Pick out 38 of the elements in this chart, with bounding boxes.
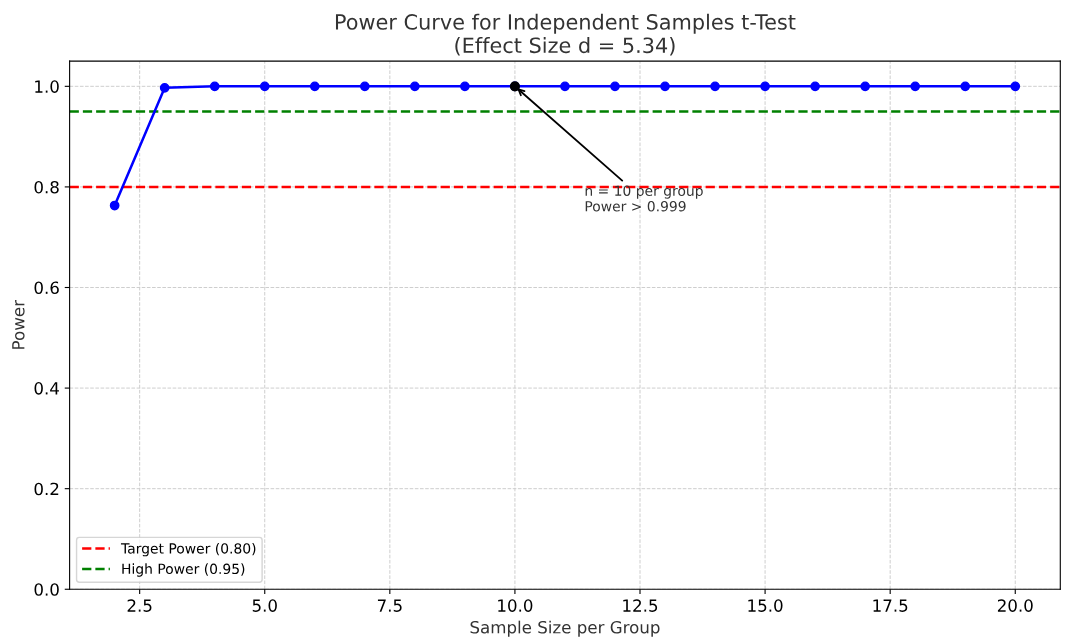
x-tick-label: 5.0 (252, 599, 277, 612)
legend-label: High Power (0.95) (122, 563, 245, 577)
point (760, 81, 770, 92)
y-axis-title: Power (12, 300, 25, 349)
x-tick-label: 10.0 (498, 599, 533, 612)
point (810, 81, 820, 92)
annotation: n = 10 per group Power > 0.999 (585, 185, 703, 212)
y-tick-label: 0.8 (34, 180, 59, 194)
point (910, 81, 921, 92)
point (309, 81, 320, 92)
y-tick-label: 0.2 (34, 482, 59, 496)
point (860, 81, 871, 92)
x-tick-label: 2.5 (127, 599, 152, 612)
x-tick-label: 15.0 (748, 599, 783, 612)
point (710, 81, 720, 92)
point (610, 81, 620, 92)
legend-label: Target Power (0.80) (120, 542, 256, 557)
y-tick-label: 1.0 (35, 80, 59, 93)
x-tick-label: 20.0 (997, 599, 1033, 612)
x-tick-label: 12.5 (623, 599, 658, 612)
point (159, 82, 170, 93)
point (660, 81, 670, 92)
point (409, 81, 420, 92)
point (1010, 81, 1021, 92)
y-tick-label: 0.0 (34, 583, 59, 596)
x-tick-label: 7.5 (377, 599, 402, 612)
x-tick-label: 17.5 (873, 599, 908, 612)
point (460, 81, 470, 92)
chart-title: Power Curve for Independent Samples t-Test (Effect Size d = 5.34) (335, 13, 796, 56)
point (359, 81, 370, 92)
point (209, 81, 220, 92)
point (960, 81, 971, 92)
y-tick-label: 0.6 (34, 281, 59, 295)
point (109, 200, 120, 211)
point (560, 81, 570, 92)
y-tick-label: 0.4 (34, 382, 59, 395)
point (259, 81, 270, 92)
x-axis-title: Sample Size per Group (470, 620, 660, 637)
